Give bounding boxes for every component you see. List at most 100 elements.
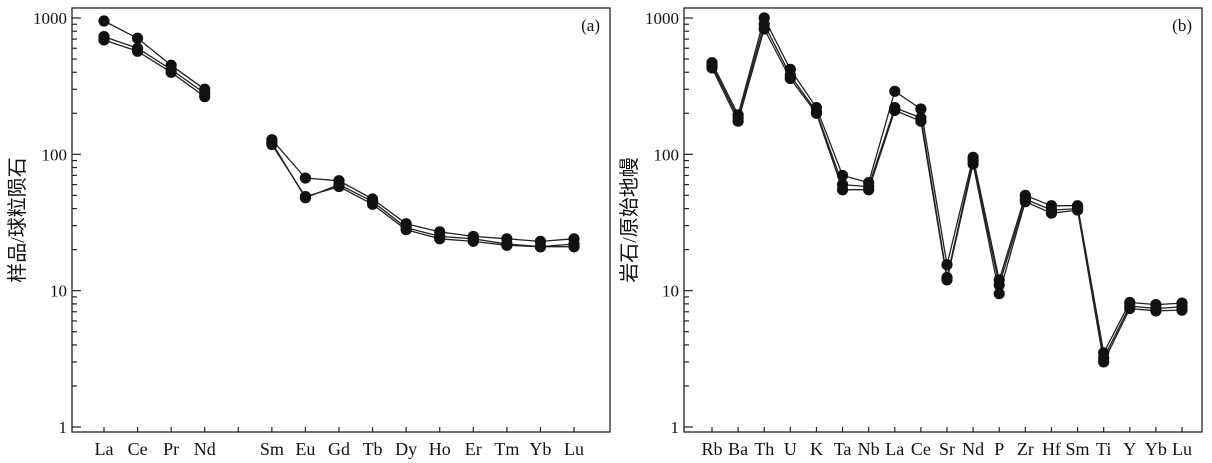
- data-point: [967, 158, 979, 170]
- x-tick-label: Gd: [328, 439, 350, 459]
- x-tick-label: Ti: [1096, 439, 1111, 459]
- x-tick-label: La: [885, 439, 904, 459]
- data-point: [889, 104, 901, 117]
- y-ticks-b: [684, 17, 1183, 432]
- x-tick-label: Sm: [1066, 439, 1090, 459]
- data-point: [836, 184, 849, 196]
- data-point: [915, 115, 927, 127]
- data-point: [299, 172, 312, 184]
- data-point: [993, 279, 1005, 291]
- x-tick-label: Yb: [529, 439, 551, 459]
- x-tick-label: P: [994, 439, 1004, 459]
- data-point: [534, 241, 547, 253]
- x-tick-label: Er: [465, 439, 482, 459]
- data-point: [1019, 196, 1031, 208]
- data-point: [836, 169, 849, 182]
- x-tick-label: Y: [1123, 439, 1136, 459]
- data-point: [501, 239, 513, 251]
- data-point: [165, 66, 177, 78]
- data-point: [98, 34, 110, 46]
- panel-label-a: (a): [581, 16, 600, 35]
- x-tick-label: Ce: [128, 439, 148, 459]
- data-point: [467, 235, 479, 247]
- plot-frame-b: [683, 7, 1203, 433]
- x-tick-label: U: [784, 439, 797, 459]
- y-ticks-a: [72, 17, 575, 432]
- y-tick-labels-a: 1 10 100 1000: [33, 9, 67, 437]
- data-point: [266, 138, 278, 151]
- x-tick-label: Nd: [194, 439, 216, 459]
- data-point: [299, 190, 312, 203]
- x-tick-label: Lu: [1172, 439, 1192, 459]
- series-points-b: [706, 12, 1188, 368]
- data-point: [889, 85, 901, 97]
- x-tick-label: Dy: [395, 439, 417, 459]
- data-point: [941, 259, 953, 271]
- series-lines-b: [711, 17, 1183, 363]
- series-line: [711, 28, 1183, 363]
- series-line: [103, 35, 206, 94]
- data-point: [568, 241, 580, 253]
- data-point: [863, 184, 875, 196]
- data-point: [1098, 356, 1110, 368]
- x-tick-label: Nd: [962, 439, 984, 459]
- x-tick-labels-b: Rb Ba Th U K Ta Nb La Ce Sr Nd P Zr Hf Sm Ti Y Yb Lu: [701, 439, 1192, 459]
- data-point: [1124, 302, 1136, 315]
- series-line: [711, 17, 1183, 354]
- x-tick-label: Rb: [701, 439, 722, 459]
- data-point: [131, 45, 144, 57]
- x-tick-label: Ce: [911, 439, 931, 459]
- y-tick-label: 100: [42, 145, 68, 164]
- y-axis-title-b: 岩石/原始地幔: [618, 157, 641, 283]
- data-point: [333, 180, 345, 193]
- y-tick-label: 10: [50, 282, 67, 301]
- data-point: [199, 91, 211, 103]
- y-tick-label: 1: [59, 418, 68, 437]
- x-tick-label: Zr: [1017, 439, 1034, 459]
- data-point: [434, 233, 446, 245]
- y-tick-label: 100: [654, 145, 680, 164]
- data-point: [758, 23, 770, 35]
- x-tick-label: Tm: [494, 439, 519, 459]
- data-point: [1176, 304, 1188, 316]
- y-axis-title-a: 样品/球粒陨石: [6, 157, 29, 283]
- x-tick-labels-a: La Ce Pr Nd Sm Eu Gd Tb Dy Ho Er Tm Yb Lu: [95, 439, 584, 459]
- data-point: [941, 274, 953, 286]
- x-tick-label: Ba: [728, 439, 748, 459]
- x-tick-label: La: [95, 439, 114, 459]
- panel-label-b: (b): [1172, 16, 1192, 35]
- data-point: [915, 103, 927, 115]
- data-point: [1045, 207, 1058, 219]
- data-point: [98, 15, 110, 27]
- x-tick-label: Ho: [429, 439, 451, 459]
- y-tick-label: 10: [662, 282, 679, 301]
- series-line: [103, 20, 206, 90]
- data-point: [131, 32, 144, 44]
- data-point: [366, 198, 379, 210]
- y-tick-label: 1000: [645, 9, 679, 28]
- series-lines-a: [103, 20, 575, 248]
- x-tick-label: Hf: [1042, 439, 1061, 459]
- series-points-a: [98, 15, 580, 253]
- chart-b: (b) 岩石/原始地幔 1 10 100 1000 Rb Ba Th U K Ta Nb La…: [618, 7, 1203, 459]
- y-tick-labels-b: 1 10 100 1000: [645, 9, 679, 437]
- y-tick-label: 1: [671, 418, 680, 437]
- x-tick-label: Nb: [858, 439, 880, 459]
- data-point: [706, 62, 718, 74]
- series-line: [103, 39, 206, 98]
- data-point: [810, 107, 823, 119]
- series-line: [271, 144, 574, 248]
- series-line: [271, 139, 575, 243]
- x-tick-label: Eu: [295, 439, 315, 459]
- y-tick-label: 1000: [33, 9, 67, 28]
- data-point: [1071, 204, 1084, 216]
- x-tick-label: Lu: [564, 439, 584, 459]
- data-point: [732, 115, 744, 127]
- x-tick-label: Th: [754, 439, 774, 459]
- x-tick-label: Yb: [1145, 439, 1167, 459]
- x-tick-label: Ta: [834, 439, 852, 459]
- data-point: [784, 72, 796, 85]
- series-line: [271, 142, 575, 248]
- x-tick-label: Pr: [163, 439, 179, 459]
